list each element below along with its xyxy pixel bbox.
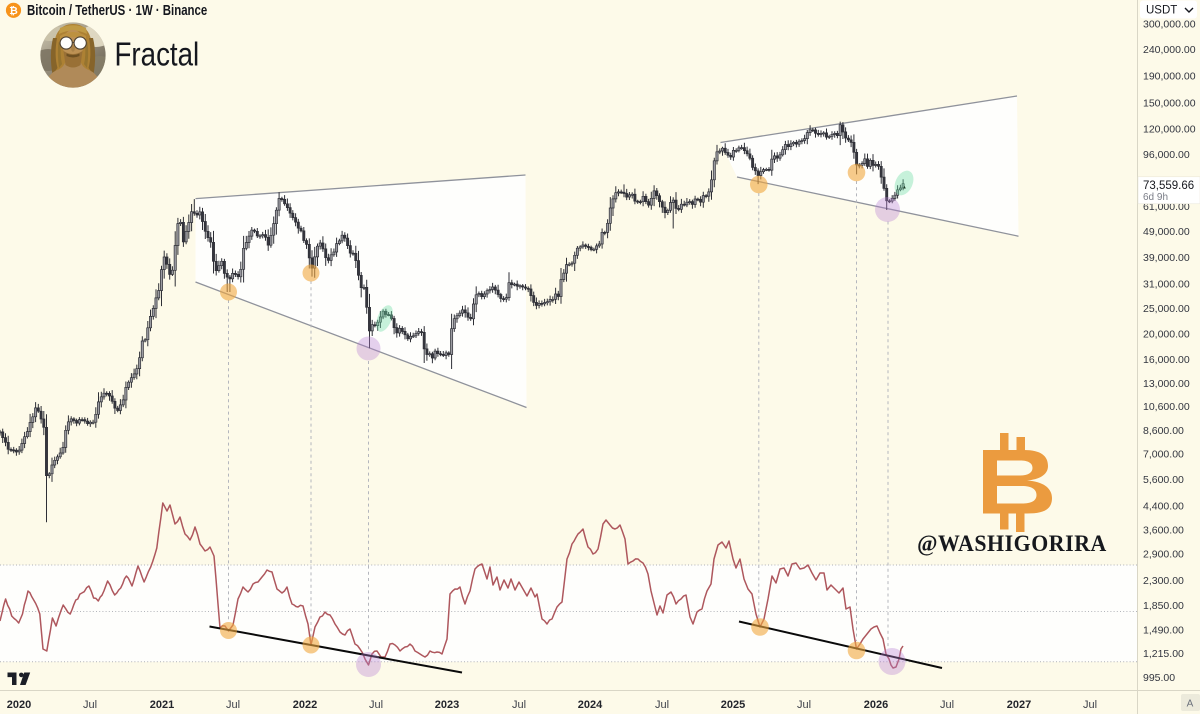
svg-text:39,000.00: 39,000.00 bbox=[1143, 252, 1190, 264]
svg-text:Jul: Jul bbox=[940, 699, 954, 711]
svg-text:3,600.00: 3,600.00 bbox=[1143, 525, 1184, 537]
svg-text:6d 9h: 6d 9h bbox=[1143, 192, 1168, 203]
svg-text:@WASHIGORIRA: @WASHIGORIRA bbox=[917, 530, 1107, 557]
svg-text:A: A bbox=[1187, 699, 1194, 710]
svg-text:300,000.00: 300,000.00 bbox=[1143, 19, 1196, 31]
svg-text:Bitcoin / TetherUS · 1W · Bina: Bitcoin / TetherUS · 1W · Binance bbox=[27, 2, 207, 19]
svg-text:8,600.00: 8,600.00 bbox=[1143, 425, 1184, 437]
svg-text:1,215.00: 1,215.00 bbox=[1143, 648, 1184, 660]
svg-text:2025: 2025 bbox=[721, 699, 745, 711]
svg-text:1,850.00: 1,850.00 bbox=[1143, 600, 1184, 612]
svg-text:2023: 2023 bbox=[435, 699, 459, 711]
svg-text:16,000.00: 16,000.00 bbox=[1143, 354, 1190, 366]
svg-text:Jul: Jul bbox=[226, 699, 240, 711]
svg-text:5,600.00: 5,600.00 bbox=[1143, 474, 1184, 486]
svg-text:150,000.00: 150,000.00 bbox=[1143, 98, 1196, 110]
svg-text:Jul: Jul bbox=[369, 699, 383, 711]
svg-text:13,000.00: 13,000.00 bbox=[1143, 378, 1190, 390]
svg-text:2022: 2022 bbox=[293, 699, 317, 711]
svg-text:240,000.00: 240,000.00 bbox=[1143, 44, 1196, 56]
svg-text:Fractal: Fractal bbox=[115, 36, 200, 73]
svg-text:190,000.00: 190,000.00 bbox=[1143, 71, 1196, 83]
svg-text:Jul: Jul bbox=[797, 699, 811, 711]
svg-text:73,559.66: 73,559.66 bbox=[1143, 180, 1194, 192]
svg-text:USDT: USDT bbox=[1146, 5, 1177, 17]
svg-text:Jul: Jul bbox=[655, 699, 669, 711]
svg-text:10,600.00: 10,600.00 bbox=[1143, 401, 1190, 413]
svg-text:20,000.00: 20,000.00 bbox=[1143, 329, 1190, 341]
svg-text:49,000.00: 49,000.00 bbox=[1143, 226, 1190, 238]
svg-text:2,300.00: 2,300.00 bbox=[1143, 575, 1184, 587]
svg-text:1,490.00: 1,490.00 bbox=[1143, 625, 1184, 637]
svg-text:4,400.00: 4,400.00 bbox=[1143, 501, 1184, 513]
svg-text:Jul: Jul bbox=[1083, 699, 1097, 711]
svg-text:Jul: Jul bbox=[83, 699, 97, 711]
svg-text:31,000.00: 31,000.00 bbox=[1143, 278, 1190, 290]
svg-text:120,000.00: 120,000.00 bbox=[1143, 124, 1196, 136]
svg-text:2026: 2026 bbox=[864, 699, 888, 711]
svg-text:96,000.00: 96,000.00 bbox=[1143, 149, 1190, 161]
svg-text:2024: 2024 bbox=[578, 699, 603, 711]
svg-text:2020: 2020 bbox=[7, 699, 31, 711]
svg-text:2027: 2027 bbox=[1007, 699, 1031, 711]
svg-text:₿: ₿ bbox=[9, 5, 18, 17]
svg-text:7,000.00: 7,000.00 bbox=[1143, 449, 1184, 461]
svg-text:995.00: 995.00 bbox=[1143, 672, 1175, 684]
svg-text:Jul: Jul bbox=[512, 699, 526, 711]
svg-text:25,000.00: 25,000.00 bbox=[1143, 303, 1190, 315]
svg-text:2,900.00: 2,900.00 bbox=[1143, 548, 1184, 560]
svg-text:2021: 2021 bbox=[150, 699, 174, 711]
svg-text:76,500.00: 76,500.00 bbox=[1143, 175, 1190, 187]
